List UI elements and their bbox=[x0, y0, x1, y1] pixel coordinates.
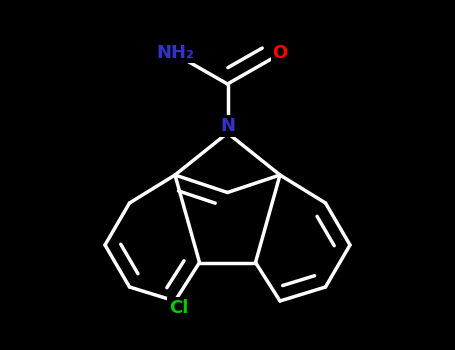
Text: N: N bbox=[220, 117, 235, 135]
Text: O: O bbox=[273, 43, 288, 62]
Text: NH₂: NH₂ bbox=[156, 43, 194, 62]
Text: Cl: Cl bbox=[169, 299, 188, 317]
